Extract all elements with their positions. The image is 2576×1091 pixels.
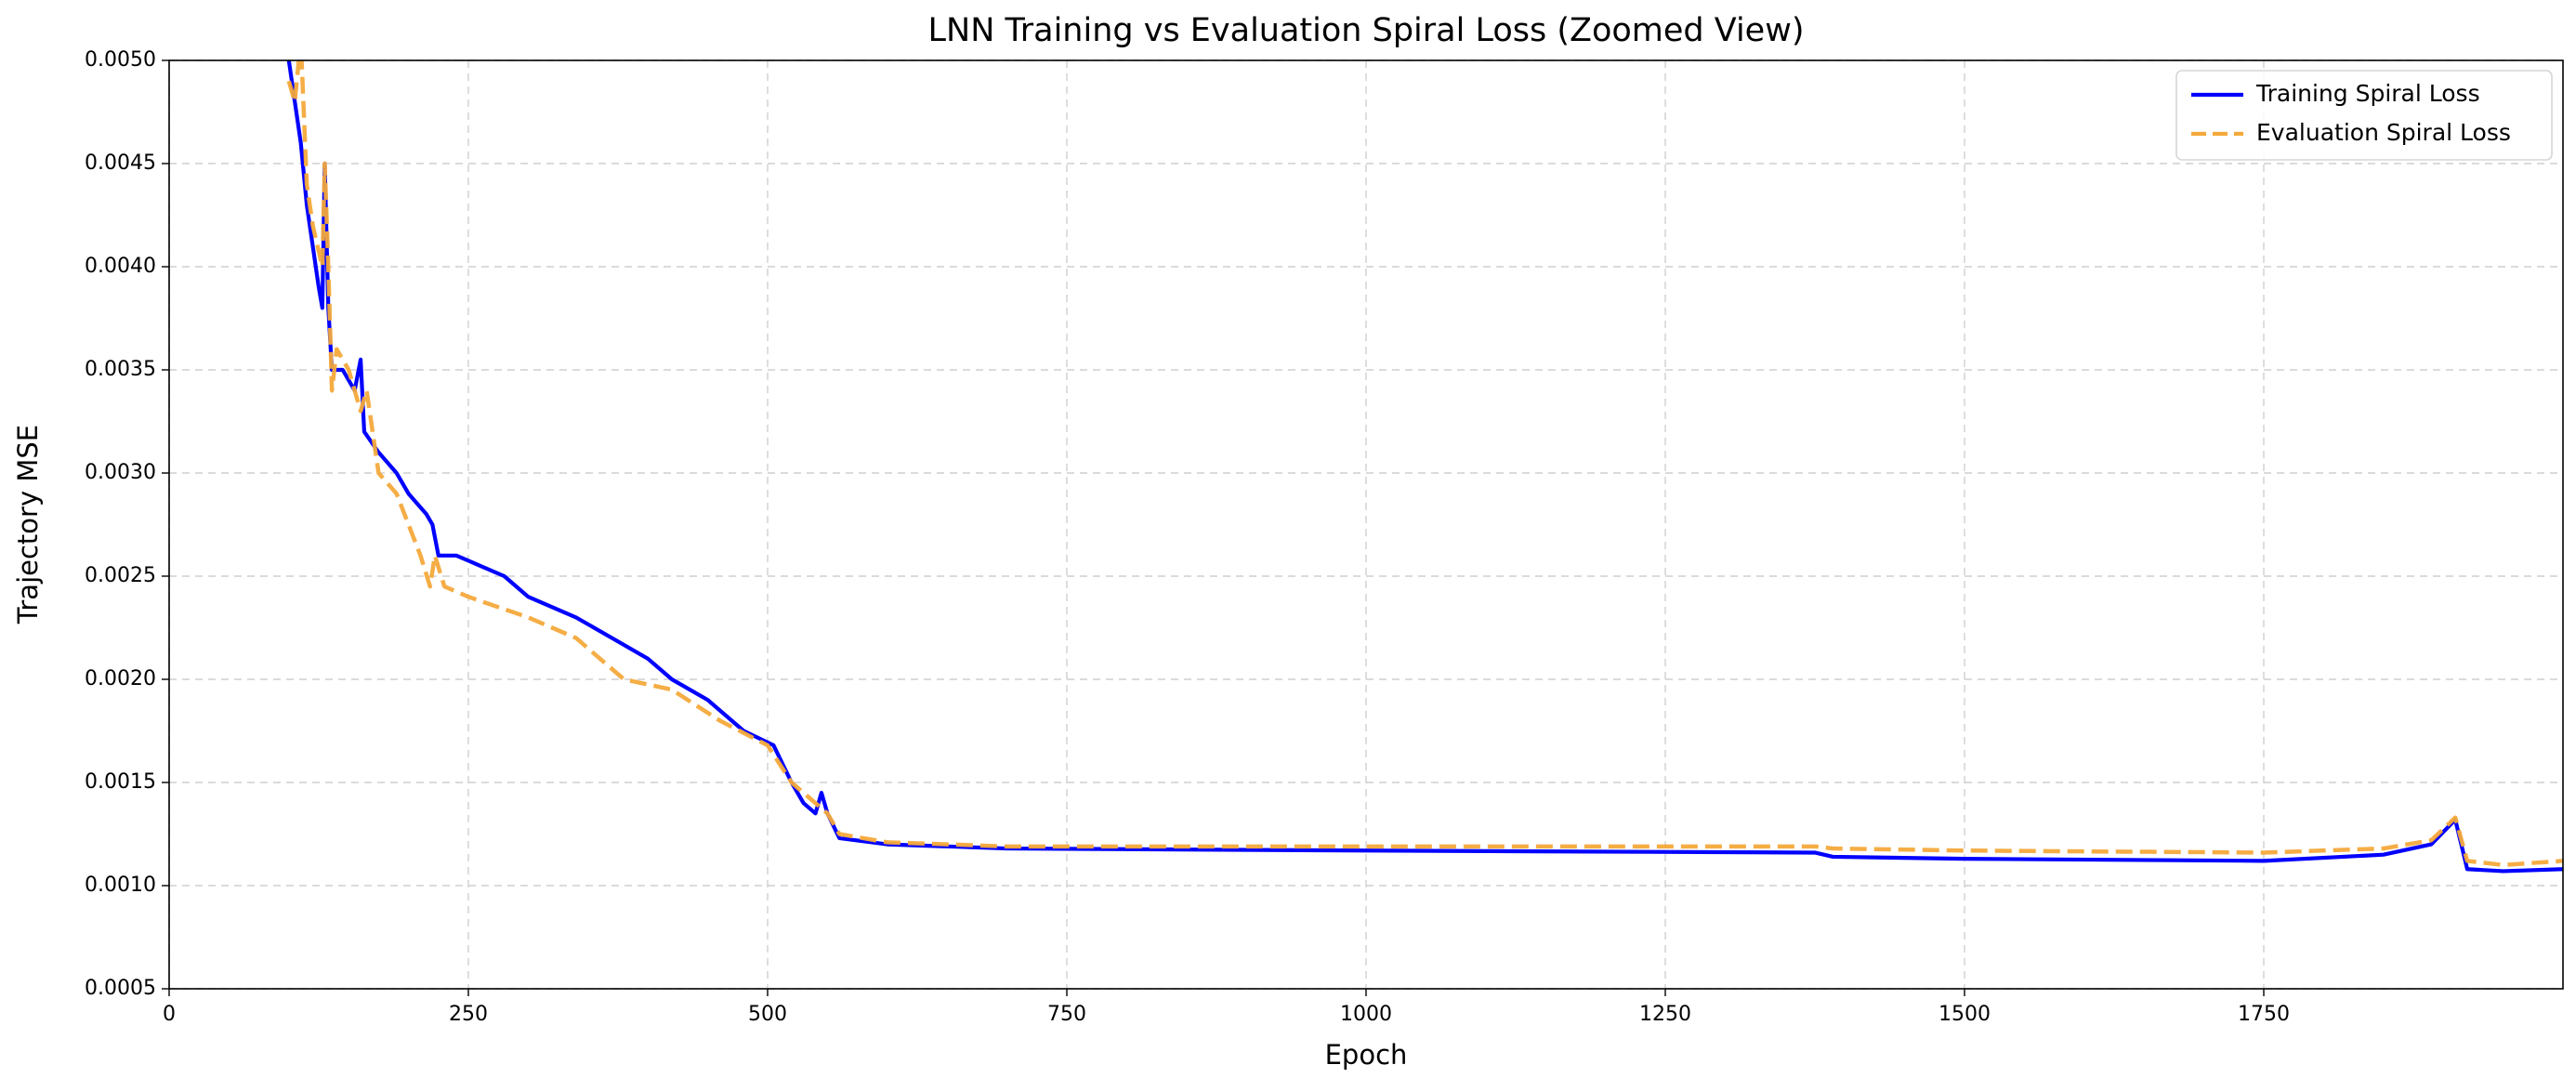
y-tick-label: 0.0050 (85, 48, 156, 72)
x-tick-label: 1250 (1639, 1003, 1691, 1026)
data-line (286, 60, 2563, 868)
x-axis-label: Epoch (1325, 1039, 1408, 1071)
y-tick-label: 0.0030 (85, 461, 156, 484)
y-tick-label: 0.0035 (85, 358, 156, 381)
x-tick-label: 250 (449, 1003, 488, 1026)
x-tick-label: 500 (748, 1003, 787, 1026)
legend-label: Evaluation Spiral Loss (2256, 119, 2511, 146)
y-tick-label: 0.0025 (85, 564, 156, 587)
chart-title: LNN Training vs Evaluation Spiral Loss (… (928, 12, 1805, 49)
y-tick-label: 0.0005 (85, 977, 156, 1000)
x-tick-label: 1750 (2238, 1003, 2290, 1026)
plot-area (286, 60, 2563, 874)
y-tick-label: 0.0020 (85, 667, 156, 690)
legend-box (2175, 70, 2553, 161)
x-tick-label: 1000 (1340, 1003, 1392, 1026)
x-tick-label: 0 (163, 1003, 176, 1026)
y-tick-label: 0.0010 (85, 874, 156, 897)
x-tick-label: 750 (1047, 1003, 1086, 1026)
y-axis-label: Trajectory MSE (12, 425, 44, 624)
y-tick-label: 0.0040 (85, 255, 156, 278)
y-tick-label: 0.0045 (85, 151, 156, 175)
legend: Training Spiral Loss Evaluation Spiral Lo… (2175, 70, 2553, 161)
x-tick-label: 1500 (1939, 1003, 1991, 1026)
legend-label: Training Spiral Loss (2255, 80, 2480, 107)
y-tick-label: 0.0015 (85, 770, 156, 794)
